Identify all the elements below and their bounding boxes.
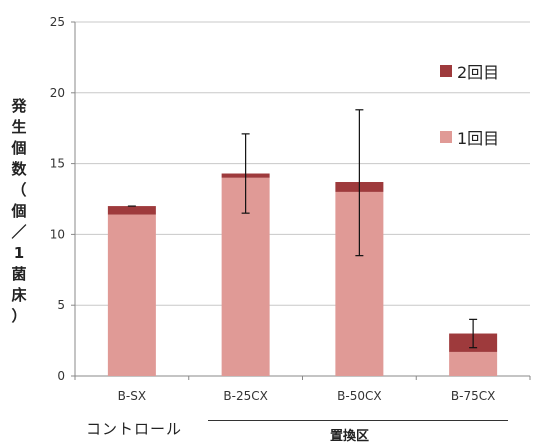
y-axis-label-char-7: 1	[13, 244, 25, 262]
x-tick-label-B-50CX: B-50CX	[337, 389, 381, 403]
control-group-label: コントロール	[86, 420, 183, 438]
legend-swatch-1	[440, 131, 452, 143]
bar-B-SX-series-2	[107, 206, 156, 215]
legend-label-2: 2回目	[457, 63, 500, 82]
y-axis-label-char-0: 発	[11, 97, 27, 115]
y-axis-label-char-3: 数	[11, 160, 27, 178]
y-axis-label-char-10: ）	[11, 307, 27, 325]
y-axis-label-char-1: 生	[11, 118, 27, 136]
legend-swatch-2	[440, 65, 452, 77]
y-tick-label-5: 5	[57, 298, 65, 312]
y-tick-label-10: 10	[50, 227, 65, 241]
legend-item-1: 1回目	[440, 126, 499, 148]
x-tick-label-B-SX: B-SX	[118, 389, 146, 403]
y-axis-label: 発生個数（個／ 1 菌床）	[8, 96, 30, 327]
legend-label-1: 1回目	[457, 129, 500, 148]
y-tick-label-20: 20	[50, 86, 65, 100]
y-tick-label-0: 0	[57, 369, 65, 383]
group-labels: コントロール 置換区	[0, 412, 543, 444]
y-axis-label-char-2: 個	[11, 139, 27, 157]
y-axis-label-char-5: 個	[11, 202, 27, 220]
y-axis-label-char-9: 床	[11, 286, 27, 304]
x-tick-label-B-25CX: B-25CX	[223, 389, 267, 403]
y-tick-label-15: 15	[50, 157, 65, 171]
replacement-group-bracket	[208, 420, 508, 421]
legend: 2回目 1回目	[440, 60, 499, 192]
y-tick-label-25: 25	[50, 15, 65, 29]
x-tick-label-B-75CX: B-75CX	[451, 389, 495, 403]
y-axis-label-char-6: ／	[11, 223, 27, 241]
legend-item-2: 2回目	[440, 60, 499, 82]
y-axis-label-char-8: 菌	[11, 265, 27, 283]
bar-B-75CX-series-1	[449, 351, 498, 376]
replacement-group-label: 置換区	[330, 429, 370, 444]
bar-B-SX-series-1	[107, 214, 156, 376]
y-axis-label-char-4: （	[11, 181, 27, 199]
